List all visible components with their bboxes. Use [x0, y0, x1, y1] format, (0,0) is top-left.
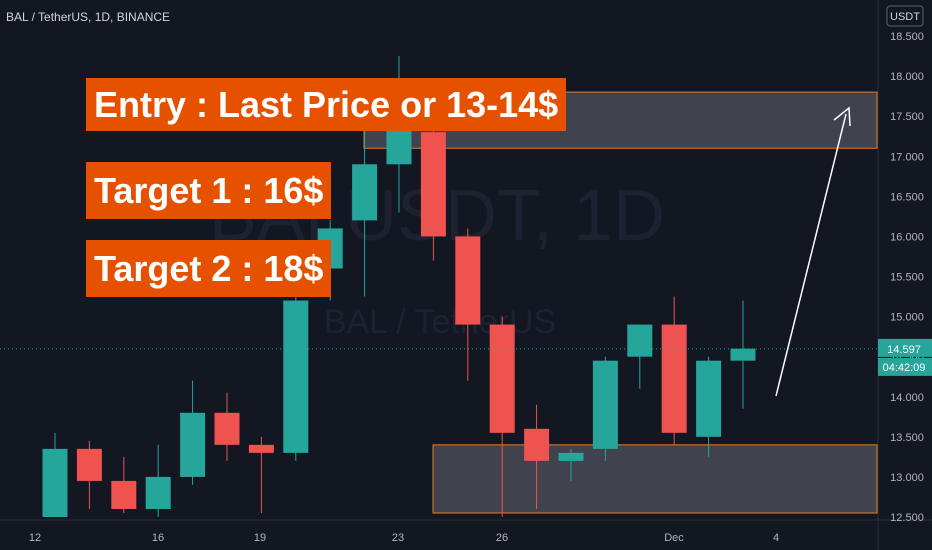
- countdown-value: 04:42:09: [883, 362, 926, 374]
- candle-body: [111, 480, 137, 509]
- entry-zone: [432, 444, 878, 514]
- candle-body: [696, 360, 722, 437]
- watermark-pair: BAL / TetherUS: [324, 303, 556, 341]
- candle-body: [180, 412, 206, 477]
- candle-body: [661, 324, 687, 433]
- candle-body: [558, 452, 584, 461]
- candle-body: [352, 164, 378, 221]
- last-price-badge: [878, 338, 932, 357]
- price-tick-label: 18.500: [890, 31, 924, 43]
- price-tick-label: 13.000: [890, 472, 924, 484]
- time-tick-label: 12: [29, 532, 41, 544]
- time-tick-label: 23: [392, 532, 404, 544]
- target1-callout: Target 1 : 16$: [86, 162, 332, 219]
- price-tick-label: 17.000: [890, 151, 924, 163]
- symbol-header: BAL / TetherUS, 1D, BINANCE: [6, 10, 171, 24]
- candle-body: [76, 448, 102, 481]
- price-tick-label: 17.500: [890, 111, 924, 123]
- price-tick-label: 16.500: [890, 191, 924, 203]
- candle-body: [730, 348, 756, 361]
- price-tick-label: 18.000: [890, 71, 924, 83]
- price-tick-label: 12.500: [890, 512, 924, 524]
- time-tick-label: 4: [773, 532, 779, 544]
- time-tick-label: 16: [152, 532, 164, 544]
- currency-badge[interactable]: [886, 5, 924, 27]
- candle-body: [524, 428, 550, 461]
- candle-body: [214, 412, 240, 445]
- candle-body: [283, 300, 309, 453]
- price-tick-label: 16.000: [890, 231, 924, 243]
- price-axis[interactable]: 18.500 18.000 17.500 17.000 16.500 16.000 15.5…: [890, 31, 924, 524]
- time-tick-label: 26: [496, 532, 508, 544]
- candle-body: [420, 132, 446, 237]
- target2-callout: Target 2 : 18$: [86, 240, 332, 297]
- price-tick-label: 15.000: [890, 312, 924, 324]
- candle-body: [42, 448, 68, 517]
- candle-body: [145, 476, 171, 509]
- candle-body: [489, 324, 515, 433]
- last-price-value: 14.597: [887, 344, 921, 356]
- entry-callout: Entry : Last Price or 13-14$: [86, 78, 567, 131]
- time-tick-label: 19: [254, 532, 266, 544]
- time-axis[interactable]: 12 16 19 23 26 Dec 4: [29, 532, 779, 544]
- candle-body: [248, 444, 274, 453]
- target-arrow: [775, 106, 851, 397]
- candle-body: [592, 360, 618, 449]
- price-tick-label: 13.500: [890, 432, 924, 444]
- zones-layer: [363, 91, 878, 514]
- candle-body: [455, 236, 481, 325]
- time-tick-label: Dec: [664, 532, 684, 544]
- price-tick-label: 14.000: [890, 392, 924, 404]
- candles-layer: [42, 56, 756, 517]
- currency-label: USDT: [890, 11, 920, 23]
- candle-body: [627, 324, 653, 357]
- countdown-badge: [878, 357, 932, 376]
- price-tick-label: 15.500: [890, 272, 924, 284]
